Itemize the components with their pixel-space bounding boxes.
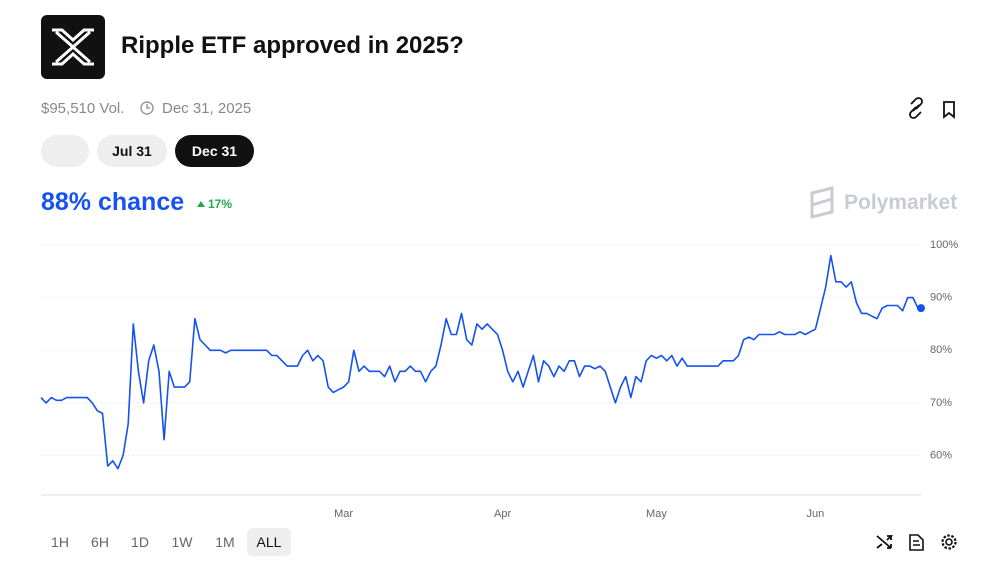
- range-button[interactable]: 1W: [171, 534, 193, 550]
- market-title: Ripple ETF approved in 2025?: [121, 32, 464, 59]
- x-tick-label: Mar: [334, 508, 353, 520]
- date-button[interactable]: Dec 31: [175, 135, 254, 167]
- volume: $95,510 Vol.: [41, 100, 125, 117]
- range-button[interactable]: 6H: [91, 534, 109, 550]
- range-button[interactable]: 1H: [51, 534, 69, 550]
- settings-gear[interactable]: [941, 534, 957, 550]
- clock-hand: [146, 104, 150, 109]
- brand: Polymarket: [844, 191, 958, 214]
- document-button[interactable]: [909, 534, 924, 551]
- clock-icon: [140, 101, 154, 115]
- x-tick-label: Jun: [807, 508, 825, 520]
- y-tick-label: 100%: [930, 239, 958, 251]
- bookmark-button[interactable]: [943, 101, 955, 119]
- y-tick-label: 70%: [930, 397, 952, 409]
- price-line: [40, 254, 919, 470]
- chance: 88% chance: [41, 188, 185, 216]
- shuffle-button[interactable]: [876, 535, 894, 549]
- y-tick-label: 80%: [930, 344, 952, 356]
- end-date: Dec 31, 2025: [162, 100, 252, 117]
- last-point: [917, 304, 925, 313]
- brand-logo: [810, 186, 834, 219]
- change: 17%: [208, 197, 233, 211]
- range-button[interactable]: 1D: [131, 534, 149, 550]
- range-button[interactable]: ALL: [247, 528, 291, 556]
- y-tick-label: 90%: [930, 292, 952, 304]
- range-button[interactable]: 1M: [215, 534, 235, 550]
- y-tick-label: 60%: [930, 449, 952, 461]
- settings-button[interactable]: [945, 538, 953, 546]
- x-tick-label: May: [646, 508, 667, 520]
- x-tick-label: Apr: [494, 508, 511, 520]
- link-button[interactable]: [909, 97, 923, 119]
- history-button[interactable]: [41, 135, 89, 167]
- up-arrow: [197, 201, 205, 207]
- date-button[interactable]: Jul 31: [97, 135, 167, 167]
- xrp-logo: [52, 28, 94, 66]
